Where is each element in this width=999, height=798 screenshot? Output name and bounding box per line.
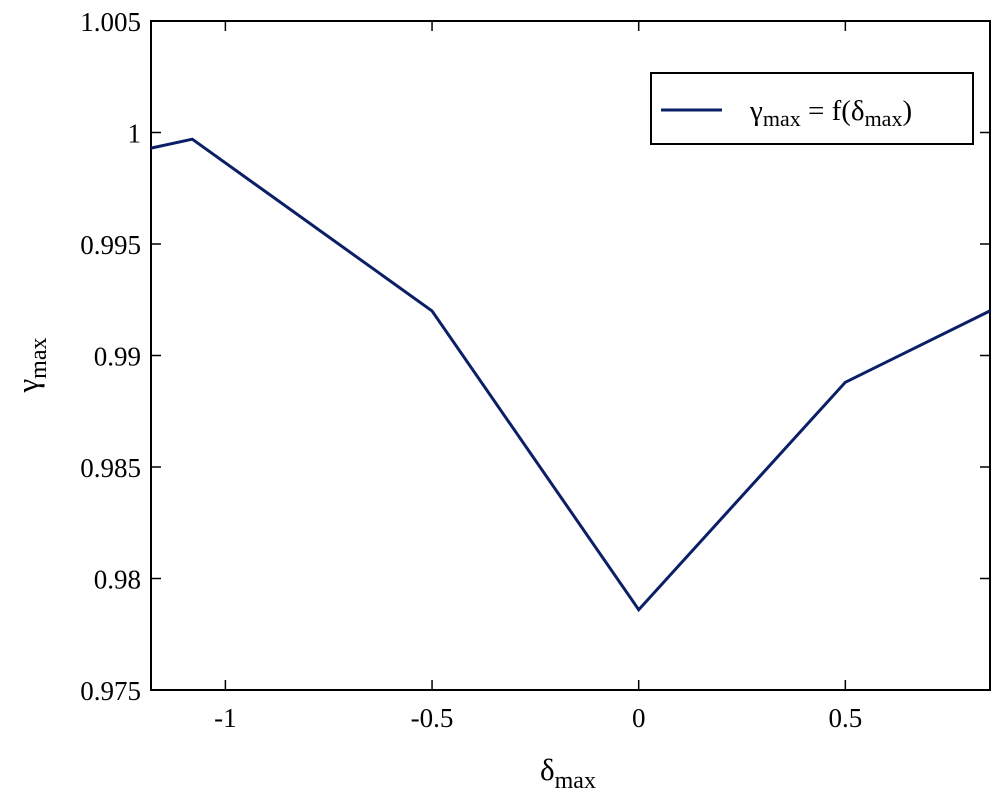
legend-label-gamma: γ — [749, 95, 763, 127]
legend-label-mid: = f(δ — [801, 95, 865, 127]
legend-label-sub-2: max — [865, 106, 903, 131]
x-axis-label: δmax — [540, 752, 596, 794]
legend-label-close: ) — [902, 95, 912, 127]
legend-label-sub-1: max — [763, 106, 801, 131]
y-tick-label: 0.98 — [94, 565, 141, 595]
y-tick-label: 0.975 — [80, 676, 141, 706]
y-tick-label: 0.99 — [94, 342, 141, 372]
legend-label: γmax = f(δmax) — [749, 95, 912, 131]
x-tick-label: 0.5 — [828, 703, 862, 733]
y-tick-label: 0.985 — [80, 453, 141, 483]
tick-labels: -1 -0.5 0 0.5 0.975 0.98 0.985 0.99 0.995 1 1.005 — [80, 7, 862, 733]
x-tick-label: 0 — [632, 703, 646, 733]
y-tick-label: 0.995 — [80, 230, 141, 260]
y-tick-label: 1.005 — [80, 7, 141, 37]
y-tick-label: 1 — [128, 119, 142, 149]
x-axis-label-sub: max — [555, 768, 596, 794]
x-tick-label: -0.5 — [411, 703, 454, 733]
legend: γmax = f(δmax) — [650, 72, 974, 145]
y-axis-label: γmax — [10, 337, 52, 393]
y-axis-label-sub: max — [26, 337, 52, 378]
x-tick-label: -1 — [214, 703, 237, 733]
x-axis-label-main: δ — [540, 752, 555, 787]
series-line — [150, 137, 991, 613]
tick-marks — [151, 20, 990, 691]
y-axis-label-main: γ — [10, 379, 45, 394]
